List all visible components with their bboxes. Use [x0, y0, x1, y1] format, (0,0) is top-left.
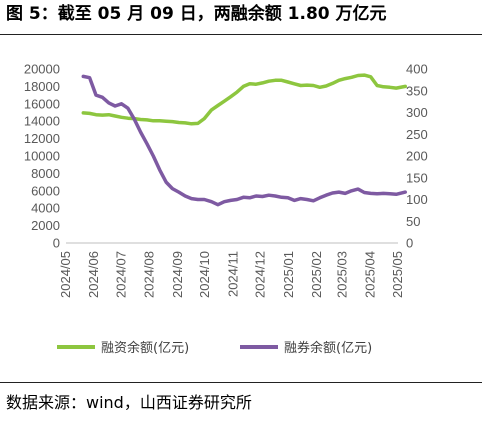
figure-title: 图 5：截至 05 月 09 日，两融余额 1.80 万亿元 — [6, 4, 387, 24]
left-axis-ticks: 0 2000 4000 6000 8000 10000 12000 14000 16000 180… — [24, 62, 60, 251]
series-line-1 — [81, 74, 408, 207]
x-tick-0: 2024/05 — [58, 251, 73, 298]
right-tick-0: 0 — [406, 236, 413, 251]
x-tick-3: 2024/08 — [142, 251, 157, 298]
left-tick-1: 2000 — [31, 218, 60, 233]
left-tick-4: 8000 — [31, 166, 60, 181]
left-tick-7: 14000 — [24, 114, 60, 129]
dual-axis-line-chart: 0200040006000800010000120001400016000180… — [24, 62, 428, 357]
right-tick-4: 200 — [406, 149, 428, 164]
x-axis-ticks: 2024/05 2024/06 2024/07 2024/08 2024/09 2024/… — [58, 251, 405, 298]
right-tick-8: 400 — [406, 62, 428, 77]
x-tick-12: 2025/05 — [390, 251, 405, 298]
right-tick-3: 150 — [406, 170, 428, 185]
right-tick-1: 50 — [406, 214, 420, 229]
x-tick-2: 2024/07 — [113, 251, 128, 298]
left-tick-8: 16000 — [24, 96, 60, 111]
x-tick-5: 2024/10 — [197, 251, 212, 298]
legend-label-0: 融资余额(亿元) — [101, 340, 189, 356]
left-tick-5: 10000 — [24, 149, 60, 164]
x-tick-7: 2024/12 — [253, 251, 268, 298]
source-note: 数据来源：wind，山西证券研究所 — [6, 393, 252, 412]
left-tick-0: 0 — [53, 236, 60, 251]
x-tick-9: 2025/02 — [309, 251, 324, 298]
right-tick-7: 350 — [406, 83, 428, 98]
x-tick-8: 2025/01 — [281, 251, 296, 298]
left-tick-6: 12000 — [24, 131, 60, 146]
right-axis-ticks: 0 50 100 150 200 250 300 350 400 — [406, 62, 428, 251]
right-tick-2: 100 — [406, 192, 428, 207]
x-tick-4: 2024/09 — [170, 251, 185, 298]
left-tick-10: 20000 — [24, 62, 60, 77]
bottom-rule — [0, 382, 482, 383]
left-tick-9: 18000 — [24, 79, 60, 94]
series-layer — [81, 73, 408, 207]
left-tick-2: 4000 — [31, 201, 60, 216]
x-tick-11: 2025/04 — [363, 251, 378, 298]
series-line-0 — [81, 73, 408, 126]
top-rule — [0, 34, 482, 35]
legend: 融资余额(亿元) 融券余额(亿元) — [57, 340, 372, 356]
x-tick-1: 2024/06 — [86, 251, 101, 298]
right-tick-5: 250 — [406, 127, 428, 142]
legend-label-1: 融券余额(亿元) — [284, 340, 372, 356]
x-tick-10: 2025/03 — [335, 251, 350, 298]
right-tick-6: 300 — [406, 105, 428, 120]
x-tick-6: 2024/11 — [225, 251, 240, 297]
left-tick-3: 6000 — [31, 183, 60, 198]
